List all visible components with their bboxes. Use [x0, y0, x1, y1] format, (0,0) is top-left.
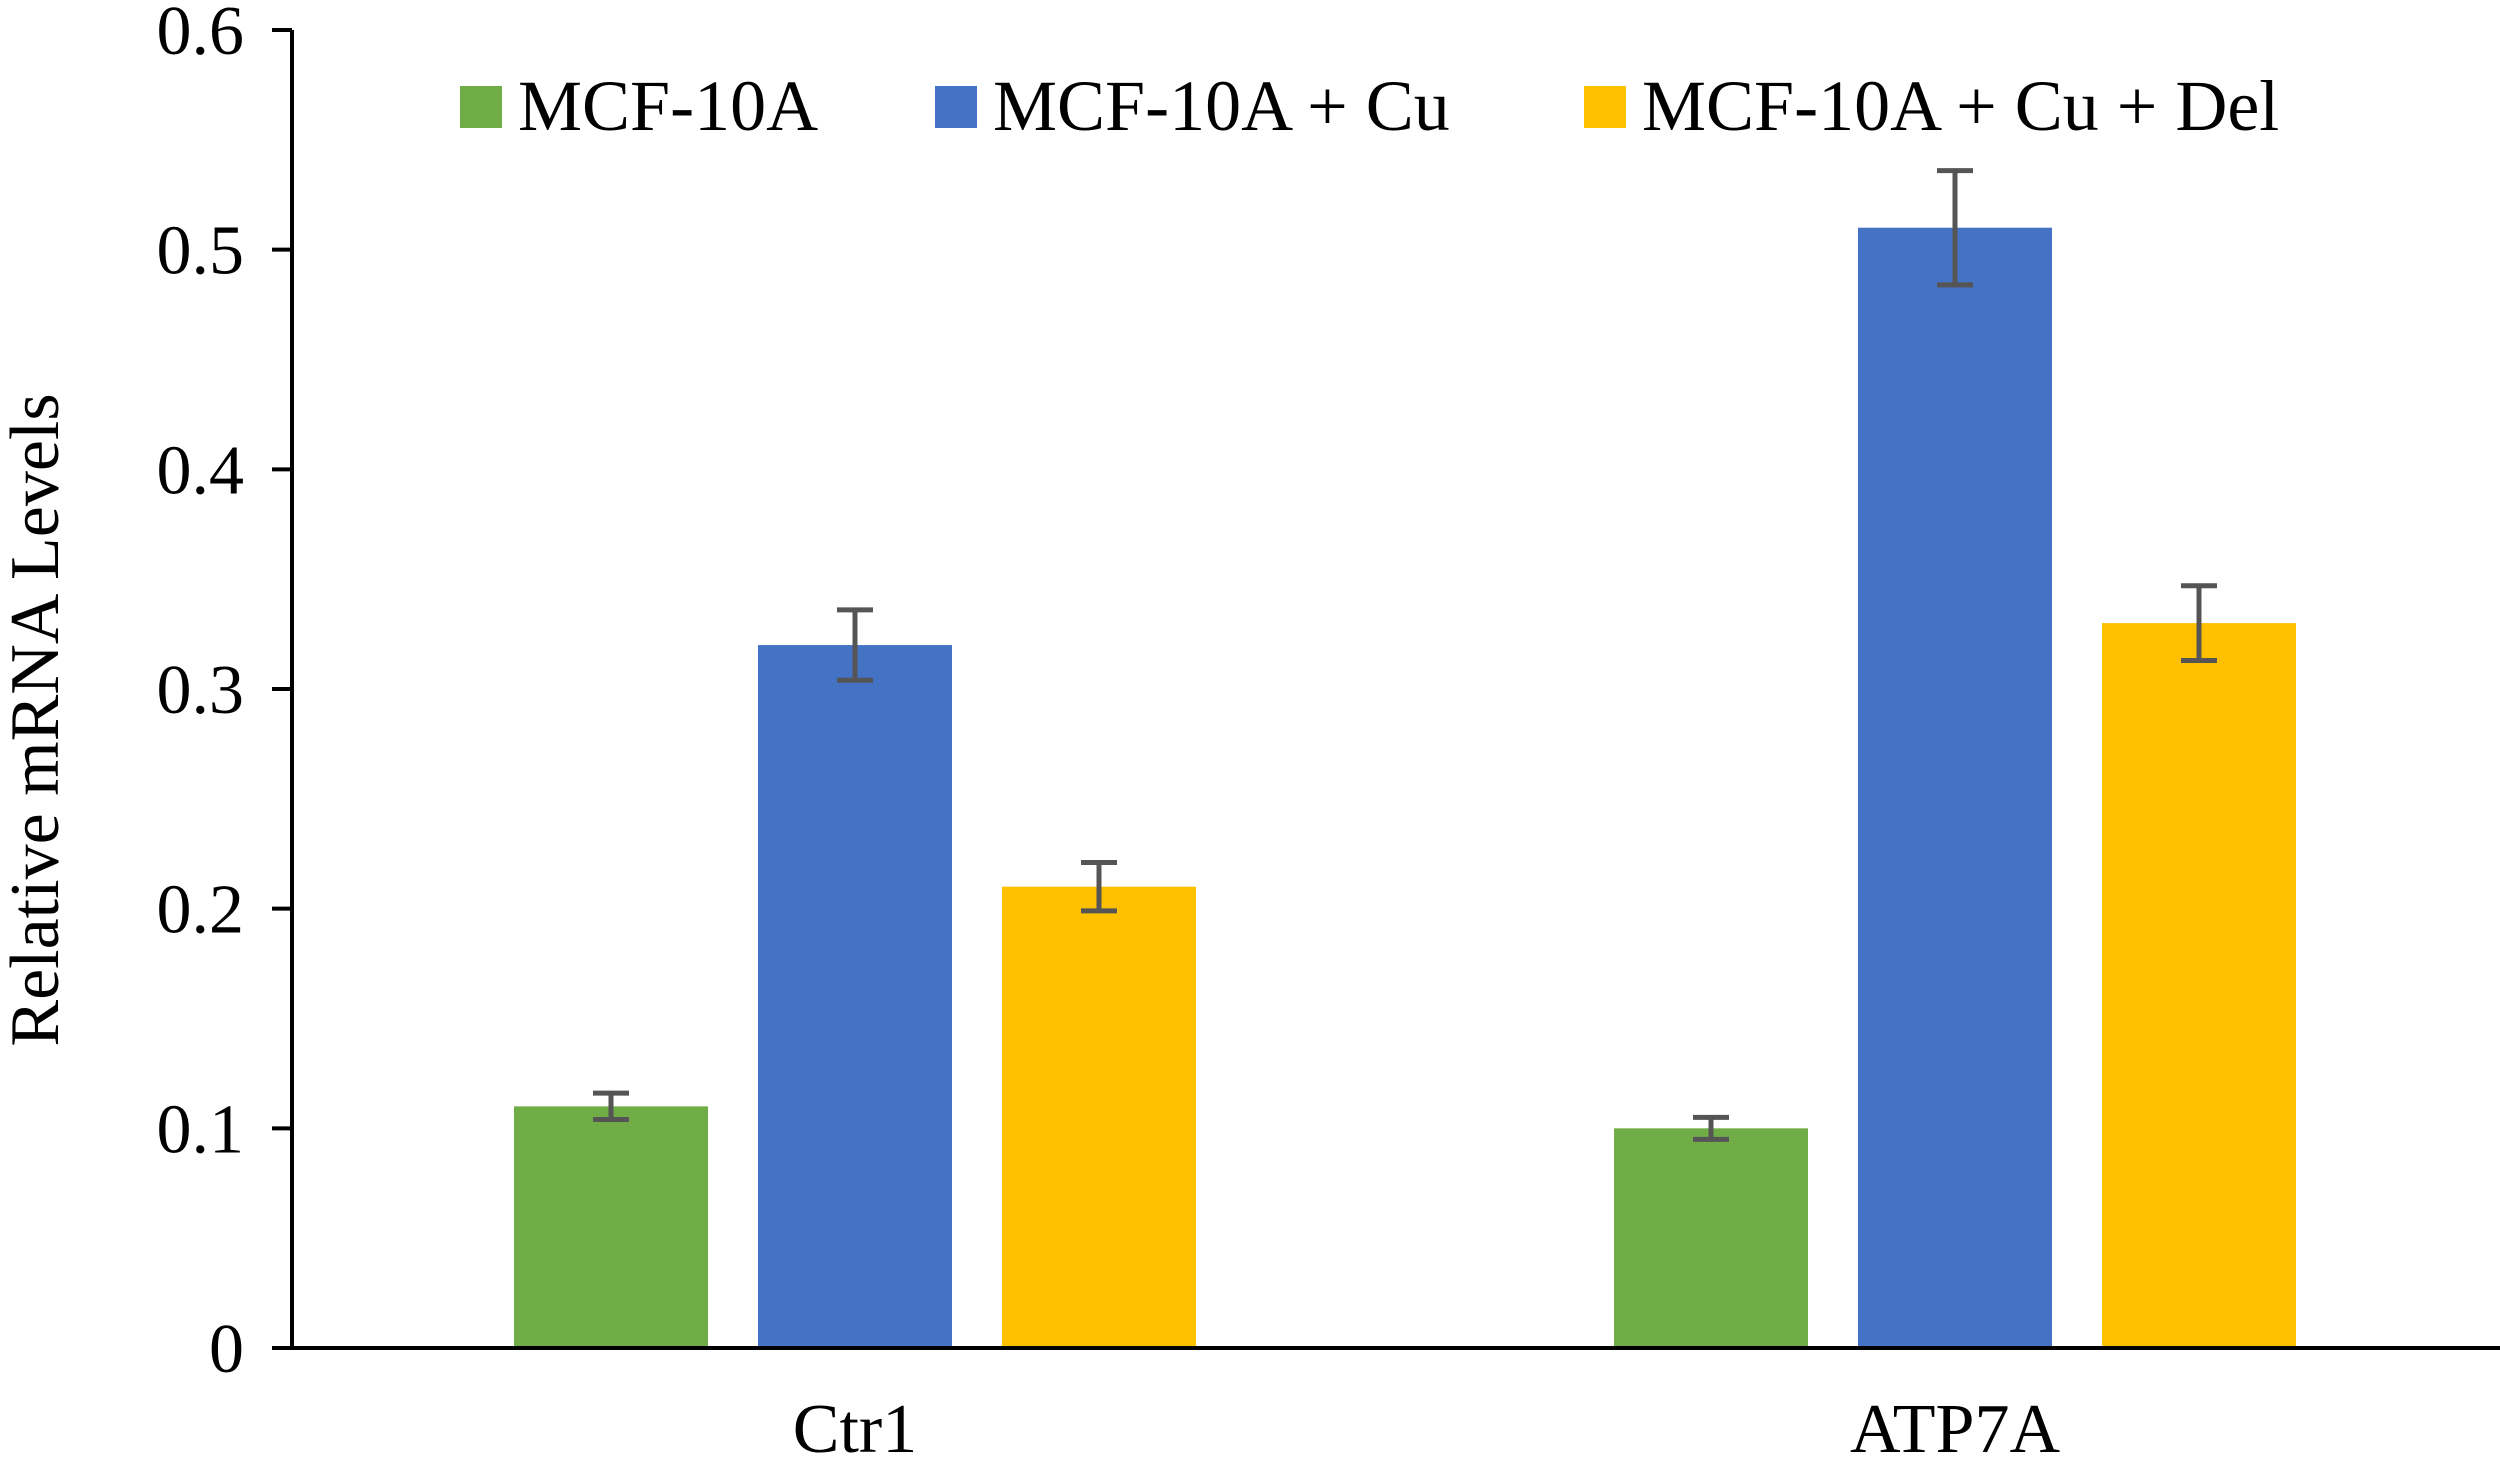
- error-bars: [593, 168, 2217, 1142]
- legend-label: MCF-10A + Cu: [993, 66, 1450, 146]
- bar-atp7a-series-1: [1614, 1128, 1808, 1348]
- bar-ctr1-series-2: [758, 645, 952, 1348]
- x-axis-labels: Ctr1 ATP7A: [793, 1391, 2061, 1468]
- y-axis-ticks: 0 0.1 0.2 0.3 0.4 0.5 0.6: [157, 0, 292, 1388]
- x-tick-label: ATP7A: [1850, 1391, 2060, 1468]
- y-tick-label: 0.3: [157, 652, 245, 729]
- bar-atp7a-series-2: [1858, 227, 2052, 1349]
- y-tick-label: 0.1: [157, 1091, 245, 1168]
- bar-atp7a-series-3: [2102, 623, 2296, 1348]
- y-axis-title: Relative mRNA Levels: [0, 393, 74, 1046]
- y-tick-label: 0: [209, 1311, 244, 1388]
- legend-swatch: [460, 86, 502, 128]
- legend-swatch: [1584, 86, 1626, 128]
- legend-item: MCF-10A: [460, 66, 818, 146]
- bar-ctr1-series-3: [1002, 886, 1196, 1348]
- y-tick-label: 0.6: [157, 0, 245, 70]
- legend-label: MCF-10A: [518, 66, 818, 146]
- y-tick-label: 0.2: [157, 872, 245, 949]
- legend-item: MCF-10A + Cu: [935, 66, 1450, 146]
- bars: [514, 227, 2296, 1349]
- legend-swatch: [935, 86, 977, 128]
- legend-item: MCF-10A + Cu + Del: [1584, 66, 2279, 146]
- legend: MCF-10A MCF-10A + Cu MCF-10A + Cu + Del: [460, 66, 2279, 146]
- y-tick-label: 0.4: [157, 432, 245, 509]
- y-tick-label: 0.5: [157, 213, 245, 290]
- x-tick-label: Ctr1: [793, 1391, 917, 1468]
- bar-ctr1-series-1: [514, 1106, 708, 1348]
- legend-label: MCF-10A + Cu + Del: [1642, 66, 2279, 146]
